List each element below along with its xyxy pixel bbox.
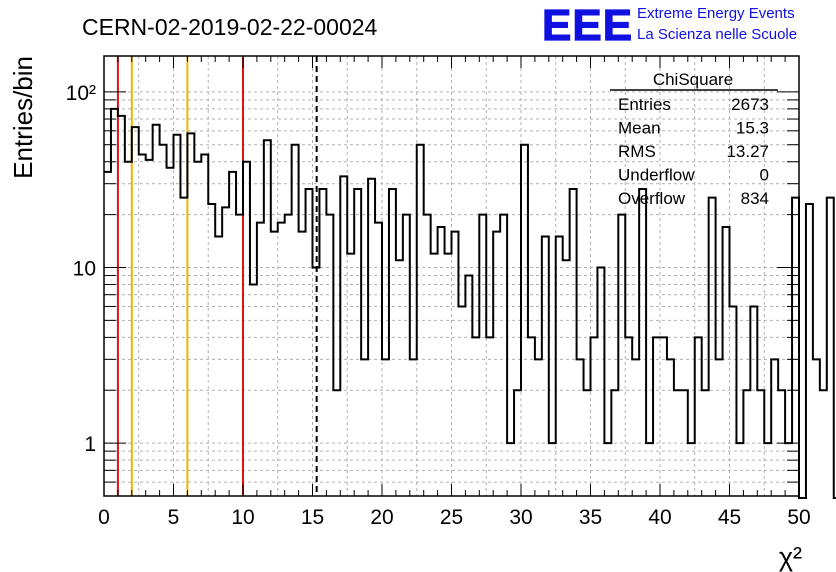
- stats-row-label: Mean: [618, 119, 661, 138]
- stats-row-value: 834: [741, 189, 769, 208]
- y-tick-label: 1: [84, 433, 96, 456]
- x-axis-label: χ²: [779, 542, 802, 572]
- x-tick-label: 15: [301, 506, 324, 529]
- x-tick-label: 5: [168, 506, 180, 529]
- y-tick-label: 10²: [66, 82, 96, 105]
- y-tick-label: 10: [73, 257, 96, 280]
- x-tick-label: 0: [98, 506, 110, 529]
- org-name-line2: La Scienza nelle Scuole: [637, 26, 797, 43]
- stats-row-label: Underflow: [618, 166, 695, 185]
- stats-title: ChiSquare: [653, 70, 733, 89]
- x-tick-label: 45: [718, 506, 741, 529]
- x-tick-label: 20: [370, 506, 393, 529]
- stats-row-value: 15.3: [736, 119, 769, 138]
- x-tick-label: 25: [440, 506, 463, 529]
- stats-row-label: Entries: [618, 95, 671, 114]
- y-axis: 1 10 10²: [66, 82, 799, 497]
- x-tick-label: 10: [231, 506, 254, 529]
- stats-box: ChiSquare Entries 2673 Mean 15.3 RMS 13.27 Und…: [610, 70, 778, 208]
- stats-row-label: RMS: [618, 142, 656, 161]
- eee-logo: EEE: [542, 1, 633, 50]
- x-tick-label: 50: [787, 506, 810, 529]
- y-axis-label: Entries/bin: [8, 56, 38, 179]
- histogram-outline: [104, 107, 836, 499]
- x-tick-label: 35: [579, 506, 602, 529]
- org-name-line1: Extreme Energy Events: [637, 5, 795, 22]
- stats-row-value: 2673: [731, 95, 769, 114]
- x-tick-label: 30: [509, 506, 532, 529]
- x-tick-label: 40: [648, 506, 671, 529]
- x-axis: 0 5 10 15 20 25 30 35 40 45 50: [98, 56, 811, 529]
- stats-row-label: Overflow: [618, 189, 686, 208]
- run-title: CERN-02-2019-02-22-00024: [82, 14, 378, 40]
- stats-row-value: 0: [760, 166, 769, 185]
- stats-row-value: 13.27: [726, 142, 769, 161]
